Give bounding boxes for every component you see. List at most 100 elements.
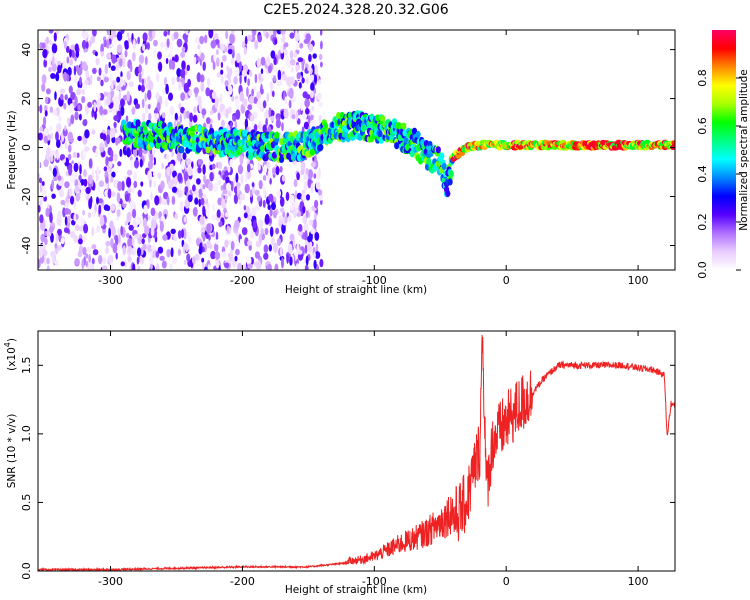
spectrogram-cell (57, 175, 62, 181)
spectrogram-cell (49, 226, 54, 233)
spectrogram-cell (82, 61, 87, 71)
spectrogram-cell (83, 169, 87, 178)
spectrogram-cell (103, 204, 109, 211)
spectrogram-cell (202, 164, 206, 175)
spectrogram-cell (43, 127, 49, 136)
spectrogram-cell (154, 107, 158, 114)
spectrogram-cell (91, 165, 95, 173)
spectrogram-cell (159, 255, 165, 261)
spectrogram-cell (310, 161, 317, 168)
spectrogram-cell (171, 186, 178, 193)
spectrogram-cell (142, 217, 147, 229)
spectrogram-cell (305, 33, 311, 42)
spectrogram-cell (201, 108, 207, 116)
spectrogram-cell (104, 63, 109, 75)
spectrogram-cell (309, 43, 314, 52)
spectrogram-cell (142, 32, 148, 42)
y-tick-label: 0.5 (20, 494, 33, 512)
spectrogram-cell (153, 157, 156, 166)
spectrogram-cell (78, 238, 83, 245)
spectrogram-cell (84, 146, 90, 152)
spectrogram-cell (110, 203, 116, 212)
spectrogram-cell (304, 264, 309, 270)
spectrogram-cell (268, 107, 272, 118)
spectrogram-cell (48, 66, 52, 73)
spectrogram-cell (304, 244, 308, 254)
spectrogram-cell (79, 76, 82, 86)
spectrogram-cell (314, 231, 320, 241)
spectrogram-cell (276, 79, 283, 87)
spectrogram-cell (227, 190, 232, 197)
spectrogram-cell (288, 87, 294, 99)
spectrogram-cell (90, 35, 96, 44)
spectrogram-cell (231, 30, 235, 35)
spectrogram-cell (314, 65, 319, 75)
spectrogram-cell (284, 96, 288, 105)
spectrogram-cell (215, 239, 220, 245)
spectrogram-cell (64, 94, 68, 101)
spectrogram-cell (55, 72, 60, 82)
spectrogram-cell (106, 129, 111, 135)
spectrogram-cell (225, 182, 232, 192)
spectrogram-cell (91, 244, 97, 250)
spectrogram-cell (306, 77, 309, 85)
spectrogram-cell (158, 195, 162, 205)
spectrogram-cell (234, 219, 240, 229)
spectrogram-cell (247, 163, 251, 173)
spectrogram-cell (117, 239, 123, 248)
spectrogram-cell (174, 112, 178, 121)
spectrogram-cell (281, 257, 284, 269)
spectrogram-cell (85, 186, 91, 195)
spectrogram-cell (229, 33, 235, 45)
spectrogram-cell (447, 178, 453, 186)
spectrogram-cell (275, 227, 280, 235)
spectrogram-cell (56, 60, 62, 66)
spectrogram-cell (44, 110, 48, 117)
spectrogram-cell (180, 68, 186, 78)
spectrogram-cell (92, 30, 97, 37)
spectrogram-cell (254, 189, 260, 196)
spectrogram-cell (269, 208, 273, 217)
spectrogram-cell (272, 210, 277, 219)
spectrogram-cell (41, 83, 46, 92)
spectrogram-cell (137, 247, 142, 257)
colorbar-label: Normalized spectral amplitude (738, 69, 750, 230)
spectrogram-cell (301, 192, 306, 201)
spectrogram-cell (113, 153, 118, 162)
spectrogram-cell (205, 233, 210, 239)
spectrogram-cell (238, 61, 242, 72)
spectrogram-cell (73, 162, 79, 173)
spectrogram-cell (242, 129, 248, 137)
spectrogram-cell (50, 232, 54, 243)
spectrogram-cell (244, 118, 249, 129)
spectrogram-cell (236, 52, 241, 64)
spectrogram-cell (125, 193, 130, 202)
spectrogram-cell (379, 114, 386, 122)
spectrogram-cell (48, 39, 52, 46)
spectrogram-cell (90, 196, 93, 205)
spectrogram-cell (74, 111, 79, 121)
spectrogram-cell (106, 133, 111, 145)
spectrogram-cell (110, 127, 116, 138)
spectrogram-cell (164, 76, 167, 85)
spectrogram-cell (313, 74, 318, 84)
spectrogram-cell (70, 91, 76, 101)
spectrogram-cell (295, 207, 299, 214)
spectrogram-cell (275, 119, 281, 129)
spectrogram-cell (260, 68, 264, 75)
spectrogram-cell (222, 54, 227, 62)
spectrogram-cell (188, 236, 192, 244)
spectrogram-cell (49, 212, 53, 224)
spectrogram-cell (234, 120, 238, 130)
spectrogram-cell (198, 198, 202, 207)
spectrogram-cell (136, 256, 140, 265)
spectrogram-cell (51, 252, 55, 264)
spectrogram-cell (308, 53, 312, 63)
spectrogram-cell (67, 131, 74, 143)
spectrogram-cell (307, 169, 314, 180)
spectrogram-cell (254, 40, 259, 50)
spectrogram-cell (224, 80, 229, 87)
spectrogram-cell (280, 44, 284, 54)
spectrogram-cell (85, 41, 89, 49)
spectrogram-cell (62, 127, 68, 137)
